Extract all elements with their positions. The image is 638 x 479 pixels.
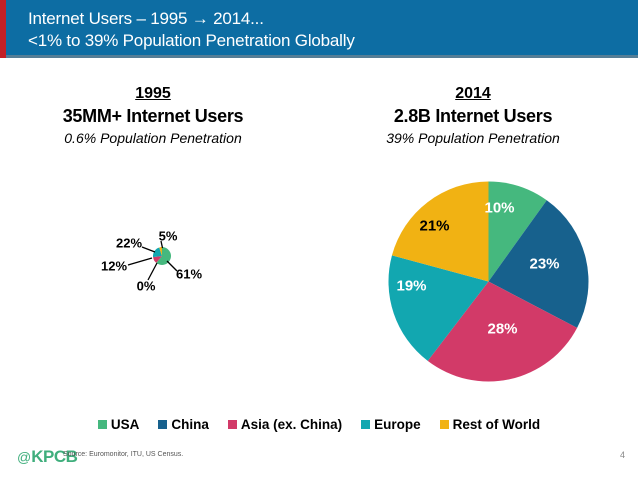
pie-slice-asia-ex-china — [427, 281, 578, 382]
pie-label: 28% — [487, 321, 517, 338]
at-sign-icon: @ — [17, 449, 32, 465]
panel-2014-headline: 2.8B Internet Users — [393, 106, 553, 126]
slide-title: Internet Users – 1995 → 2014... <1% to 3… — [28, 8, 355, 52]
pie-slice-europe — [388, 255, 489, 361]
leader-line — [166, 260, 178, 272]
legend-swatch-usa — [97, 420, 107, 429]
panel-1995-subline: 0.6% Population Penetration — [64, 130, 242, 146]
source-citation: Source: Euromonitor, ITU, US Census. — [63, 451, 184, 458]
page-number: 4 — [619, 450, 625, 460]
kpcb-logo-text: KPCB — [31, 447, 78, 466]
pie-chart-1995: 61% 0% 12% 22% 5% — [101, 229, 202, 294]
pie-slice-asia-ex-china — [153, 256, 162, 263]
leader-line — [127, 257, 153, 266]
legend-item-rest-of-world: Rest of World — [439, 417, 541, 432]
pie-slice-usa — [156, 247, 172, 265]
legend-label-europe: Europe — [374, 417, 421, 432]
legend-swatch-rest-of-world — [439, 420, 449, 429]
leader-line — [160, 240, 164, 249]
legend-label-rest-of-world: Rest of World — [452, 417, 541, 432]
legend-label-usa: USA — [110, 417, 140, 432]
kpcb-logo: @KPCB — [17, 447, 78, 467]
legend-item-europe: Europe — [361, 417, 421, 432]
legend-label-asia: Asia (ex. China) — [240, 417, 343, 432]
legend-swatch-asia — [227, 420, 237, 429]
slide-title-line1: Internet Users – 1995 → 2014... — [28, 9, 264, 28]
pie-slice-usa — [488, 181, 547, 282]
panel-2014: 2014 2.8B Internet Users 39% Population … — [358, 85, 588, 146]
slide-header: Internet Users – 1995 → 2014... <1% to 3… — [0, 0, 638, 58]
panel-2014-year: 2014 — [455, 85, 491, 102]
pie-label: 61% — [176, 267, 202, 282]
pie-label: 22% — [116, 236, 142, 251]
panel-2014-subline: 39% Population Penetration — [386, 130, 560, 146]
panel-1995: 1995 35MM+ Internet Users 0.6% Populatio… — [38, 85, 268, 146]
chart-legend: USA China Asia (ex. China) Europe Rest o… — [0, 417, 638, 432]
pie-label: 12% — [101, 259, 127, 274]
pie-label: 19% — [396, 278, 426, 295]
pie-chart-2014: 10% 23% 28% 19% 21% — [388, 181, 589, 382]
panel-1995-year: 1995 — [135, 85, 171, 102]
pie-slice-china — [488, 200, 589, 328]
pie-label: 5% — [159, 229, 178, 244]
pie-label: 0% — [137, 279, 156, 294]
pie-label: 23% — [529, 256, 559, 273]
pie-slice-europe — [152, 247, 162, 258]
pie-label: 10% — [484, 200, 514, 217]
leader-line — [141, 246, 156, 253]
pie-label: 21% — [419, 218, 449, 235]
legend-swatch-europe — [361, 420, 371, 429]
pie-slice-rest-of-world — [391, 181, 489, 282]
panel-1995-headline: 35MM+ Internet Users — [62, 106, 244, 126]
leader-line — [147, 262, 158, 281]
slide-title-line2: <1% to 39% Population Penetration Global… — [28, 31, 355, 50]
legend-item-china: China — [158, 417, 209, 432]
legend-item-usa: USA — [97, 417, 140, 432]
legend-swatch-china — [158, 420, 168, 429]
header-accent-bar — [0, 0, 6, 58]
pie-slice-rest-of-world — [159, 247, 162, 256]
legend-label-china: China — [171, 417, 209, 432]
legend-item-asia: Asia (ex. China) — [227, 417, 343, 432]
